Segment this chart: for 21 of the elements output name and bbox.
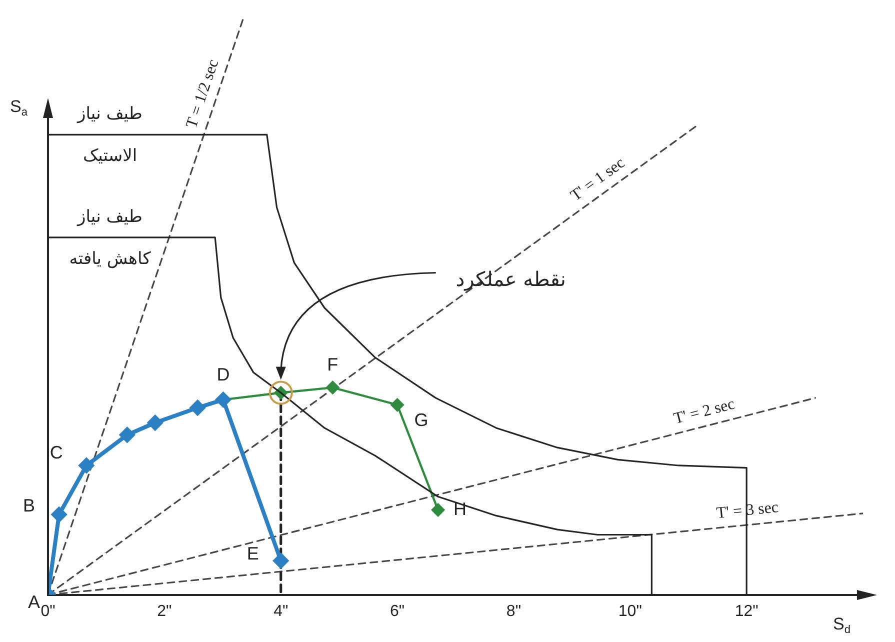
x-tick-label: 10" <box>618 602 642 620</box>
text: طیف نیاز کاهش یافته <box>69 206 151 269</box>
annotation: G <box>414 410 428 430</box>
annotation: F <box>327 354 338 375</box>
annotation: A <box>28 592 40 612</box>
x-tick-label: 0" <box>40 602 56 620</box>
x-tick-label: 4" <box>274 602 288 620</box>
x-tick-label: 8" <box>506 602 522 620</box>
annotation: نقطه عملکرد <box>456 266 566 291</box>
x-tick-label: 6" <box>390 602 405 620</box>
x-tick-label: 2" <box>157 602 172 620</box>
text: T' = 3 sec <box>716 499 780 522</box>
text: T' = 1 sec <box>568 154 628 205</box>
x-tick-label: 12" <box>734 602 758 620</box>
annotation: D <box>216 364 230 385</box>
annotation: E <box>246 544 259 564</box>
annotation: B <box>23 496 36 516</box>
text: طیف نیاز الاستیک <box>78 104 142 166</box>
text: T' = 2 sec <box>672 396 736 428</box>
annotation: C <box>50 442 63 462</box>
text: T = 1/2 sec <box>183 57 222 130</box>
